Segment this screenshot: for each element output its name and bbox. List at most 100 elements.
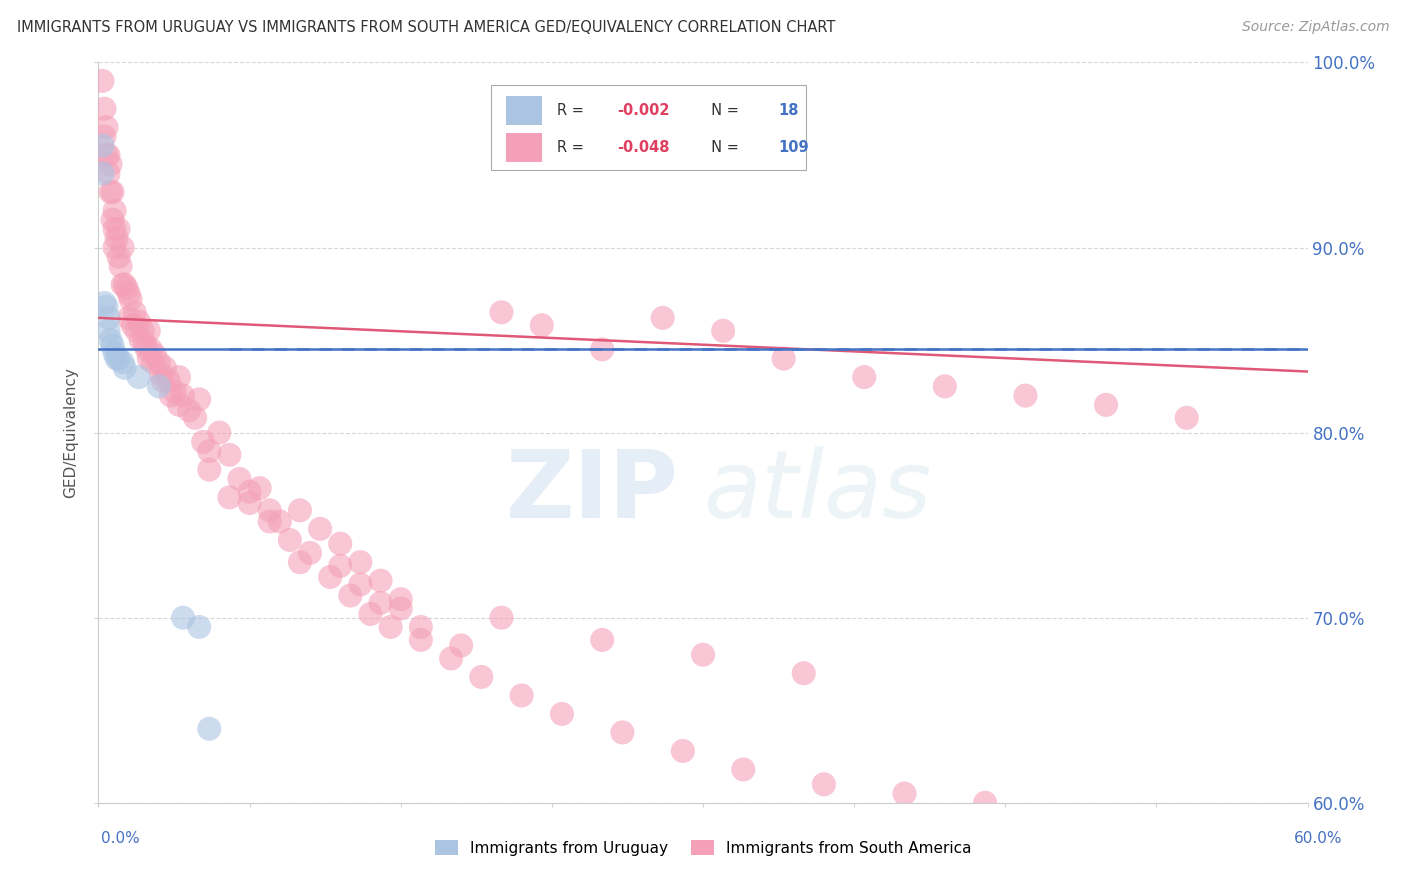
Point xyxy=(118,286,141,301)
Point xyxy=(249,481,271,495)
Point xyxy=(100,157,122,171)
Point xyxy=(1175,410,1198,425)
Point xyxy=(134,336,156,351)
FancyBboxPatch shape xyxy=(492,85,806,169)
Point xyxy=(149,367,172,381)
Point xyxy=(110,259,132,273)
Point xyxy=(103,203,125,218)
Point xyxy=(103,222,125,236)
Point xyxy=(111,240,134,254)
Point xyxy=(91,74,114,88)
Point xyxy=(148,355,170,369)
Text: -0.048: -0.048 xyxy=(617,140,669,155)
Point xyxy=(142,355,165,369)
Point xyxy=(105,351,128,366)
Point xyxy=(163,384,186,399)
Point xyxy=(934,379,956,393)
Text: N =: N = xyxy=(702,140,744,155)
Point xyxy=(772,351,794,366)
Point xyxy=(259,515,281,529)
Point xyxy=(111,277,134,292)
Point xyxy=(269,515,291,529)
Point xyxy=(101,185,124,199)
Point xyxy=(148,379,170,393)
Point xyxy=(124,305,146,319)
Point xyxy=(349,555,371,569)
Point xyxy=(893,787,915,801)
Point xyxy=(115,281,138,295)
Point xyxy=(793,666,815,681)
Point xyxy=(97,310,120,325)
Point xyxy=(551,706,574,721)
Point xyxy=(153,360,176,375)
Point xyxy=(97,166,120,180)
Text: ZIP: ZIP xyxy=(506,446,679,538)
Point xyxy=(93,102,115,116)
Point xyxy=(329,537,352,551)
Point xyxy=(96,120,118,135)
Point xyxy=(672,744,695,758)
Point xyxy=(96,148,118,162)
Point xyxy=(218,491,240,505)
Point xyxy=(111,355,134,369)
Point xyxy=(239,496,262,510)
Text: R =: R = xyxy=(557,140,588,155)
Point xyxy=(103,346,125,360)
Text: 60.0%: 60.0% xyxy=(1295,831,1343,847)
Point xyxy=(167,370,190,384)
Point xyxy=(93,296,115,310)
Point xyxy=(107,351,129,366)
Point xyxy=(160,389,183,403)
Text: 109: 109 xyxy=(778,140,808,155)
Point xyxy=(128,370,150,384)
Point xyxy=(409,632,432,647)
Point xyxy=(974,796,997,810)
Bar xyxy=(506,133,543,162)
Text: IMMIGRANTS FROM URUGUAY VS IMMIGRANTS FROM SOUTH AMERICA GED/EQUIVALENCY CORRELA: IMMIGRANTS FROM URUGUAY VS IMMIGRANTS FR… xyxy=(17,20,835,35)
Point xyxy=(389,601,412,615)
Point xyxy=(101,212,124,227)
Point xyxy=(309,522,332,536)
Point xyxy=(157,374,180,388)
Point xyxy=(100,185,122,199)
Text: R =: R = xyxy=(557,103,588,118)
Point xyxy=(105,231,128,245)
Point xyxy=(129,333,152,347)
Point xyxy=(370,574,392,588)
Point xyxy=(470,670,492,684)
Point xyxy=(1095,398,1118,412)
Point xyxy=(813,777,835,791)
Point xyxy=(172,389,194,403)
Point xyxy=(733,763,755,777)
Point xyxy=(612,725,634,739)
Point xyxy=(198,444,221,458)
Point xyxy=(370,596,392,610)
Point xyxy=(93,129,115,144)
Point xyxy=(114,360,136,375)
Point xyxy=(179,403,201,417)
Point xyxy=(380,620,402,634)
Point xyxy=(491,305,513,319)
Text: Source: ZipAtlas.com: Source: ZipAtlas.com xyxy=(1241,20,1389,34)
Point xyxy=(184,410,207,425)
Point xyxy=(651,310,673,325)
Point xyxy=(329,558,352,573)
Point xyxy=(591,343,613,357)
Bar xyxy=(506,95,543,126)
Point xyxy=(128,314,150,328)
Point xyxy=(389,592,412,607)
Point xyxy=(339,589,361,603)
Point xyxy=(450,639,472,653)
Point xyxy=(218,448,240,462)
Point xyxy=(208,425,231,440)
Point xyxy=(193,434,215,449)
Point xyxy=(138,351,160,366)
Point xyxy=(152,374,174,388)
Text: 0.0%: 0.0% xyxy=(101,831,141,847)
Point xyxy=(278,533,301,547)
Point xyxy=(135,343,157,357)
Point xyxy=(491,611,513,625)
Point xyxy=(692,648,714,662)
Point xyxy=(853,370,876,384)
Point xyxy=(132,324,155,338)
